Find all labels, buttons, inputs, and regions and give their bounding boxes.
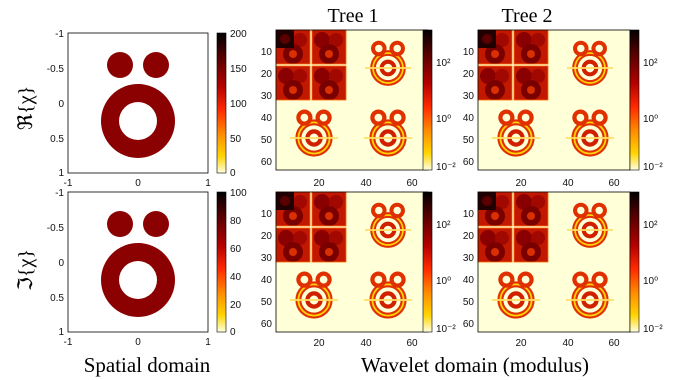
- y-tick: 30: [463, 91, 475, 102]
- x-tick: 60: [406, 178, 418, 189]
- y-tick: 10: [261, 209, 273, 220]
- y-tick: 30: [261, 91, 273, 102]
- y-tick: 50: [463, 297, 475, 308]
- colorbar-tick: 100: [230, 188, 247, 199]
- wavelet-colorbar-tree2-imag: 10² 10⁰ 10⁻²: [629, 191, 663, 335]
- y-tick: 30: [463, 253, 475, 264]
- y-tick: 40: [261, 113, 273, 124]
- x-tick: 60: [608, 338, 620, 349]
- y-tick: -1: [55, 188, 64, 199]
- y-tick: 10: [463, 47, 475, 58]
- x-tick: 60: [406, 338, 418, 349]
- wavelet-tree2-imag: 10 20 30 40 50 60: [463, 191, 631, 333]
- x-tick: -1: [64, 337, 73, 348]
- colorbar-real: 200 150 100 50 0: [216, 29, 247, 179]
- y-tick: 60: [463, 157, 475, 168]
- wavelet-tree1-imag: 10 20 30 40 50 60: [261, 191, 429, 333]
- y-tick: 20: [463, 69, 475, 80]
- y-tick: 20: [463, 231, 475, 242]
- y-tick: 50: [463, 135, 475, 146]
- y-tick: 30: [261, 253, 273, 264]
- colorbar-tick: 10⁻²: [436, 162, 456, 173]
- colorbar-tick: 60: [230, 244, 242, 255]
- wavelet-tree2-real: 10 20 30 40 50 60: [463, 29, 631, 171]
- y-tick: 40: [261, 275, 273, 286]
- colorbar-tick: 10⁰: [436, 276, 451, 287]
- column-title-tree-1: Tree 1: [328, 5, 379, 27]
- y-tick: 20: [261, 231, 273, 242]
- colorbar-tick: 10²: [436, 58, 451, 69]
- colorbar-imag: 100 80 60 40 20 0: [216, 188, 247, 338]
- y-tick: 60: [463, 319, 475, 330]
- y-tick: 1: [58, 168, 64, 179]
- wavelet-colorbar-tree1-real: 10² 10⁰ 10⁻²: [422, 29, 456, 173]
- y-tick: 40: [463, 113, 475, 124]
- spatial-panel-real: -1 -0.5 0 0.5 1 -1 0 1: [47, 29, 211, 189]
- x-tick: 1: [205, 178, 211, 189]
- colorbar-tick: 0: [230, 327, 236, 338]
- colorbar-tick: 40: [230, 272, 242, 283]
- wavelet-colorbar-tree1-imag: 10² 10⁰ 10⁻²: [422, 191, 456, 335]
- colorbar-tick: 80: [230, 216, 242, 227]
- y-tick: 0: [58, 258, 64, 269]
- y-tick: 1: [58, 327, 64, 338]
- x-tick: 1: [205, 337, 211, 348]
- colorbar-tick: 10⁰: [436, 114, 451, 125]
- colorbar-tick: 10⁰: [643, 114, 658, 125]
- y-tick: -0.5: [47, 64, 65, 75]
- colorbar-tick: 10⁻²: [436, 324, 456, 335]
- y-tick: -0.5: [47, 223, 65, 234]
- x-tick: 20: [313, 338, 325, 349]
- y-tick: 10: [463, 209, 475, 220]
- x-tick: 0: [135, 337, 141, 348]
- x-tick: 20: [515, 338, 527, 349]
- x-tick: -1: [64, 178, 73, 189]
- column-title-tree-2: Tree 2: [502, 5, 553, 27]
- label-spatial-domain: Spatial domain: [84, 353, 211, 377]
- colorbar-tick: 20: [230, 300, 242, 311]
- colorbar-tick: 10²: [436, 220, 451, 231]
- y-tick: 60: [261, 319, 273, 330]
- colorbar-tick: 150: [230, 64, 247, 75]
- x-tick: 40: [360, 338, 372, 349]
- row-label-real: ℜ{χ}: [15, 86, 37, 130]
- colorbar-tick: 10²: [643, 58, 658, 69]
- y-tick: 20: [261, 69, 273, 80]
- row-label-imag: ℑ{χ}: [15, 249, 37, 291]
- colorbar-tick: 200: [230, 29, 247, 40]
- wavelet-tree1-real: 10 20 30 40 50 60: [261, 29, 429, 171]
- x-tick: 60: [608, 178, 620, 189]
- colorbar-tick: 10⁻²: [643, 324, 663, 335]
- y-tick: 0.5: [50, 293, 64, 304]
- y-tick: 50: [261, 297, 273, 308]
- y-tick: 0.5: [50, 134, 64, 145]
- x-tick: 20: [515, 178, 527, 189]
- x-tick: 40: [360, 178, 372, 189]
- colorbar-tick: 100: [230, 99, 247, 110]
- spatial-panel-imag: -1 -0.5 0 0.5 1 -1 0 1: [47, 188, 211, 348]
- colorbar-tick: 10²: [643, 220, 658, 231]
- label-wavelet-domain: Wavelet domain (modulus): [361, 353, 589, 377]
- y-tick: 40: [463, 275, 475, 286]
- colorbar-tick: 10⁰: [643, 276, 658, 287]
- x-tick: 20: [313, 178, 325, 189]
- x-tick: 40: [562, 338, 574, 349]
- y-tick: 10: [261, 47, 273, 58]
- y-tick: -1: [55, 29, 64, 40]
- y-tick: 60: [261, 157, 273, 168]
- colorbar-tick: 10⁻²: [643, 162, 663, 173]
- y-tick: 50: [261, 135, 273, 146]
- x-tick: 0: [135, 178, 141, 189]
- colorbar-tick: 0: [230, 168, 236, 179]
- wavelet-colorbar-tree2-real: 10² 10⁰ 10⁻²: [629, 29, 663, 173]
- colorbar-tick: 50: [230, 134, 242, 145]
- x-tick: 40: [562, 178, 574, 189]
- y-tick: 0: [58, 99, 64, 110]
